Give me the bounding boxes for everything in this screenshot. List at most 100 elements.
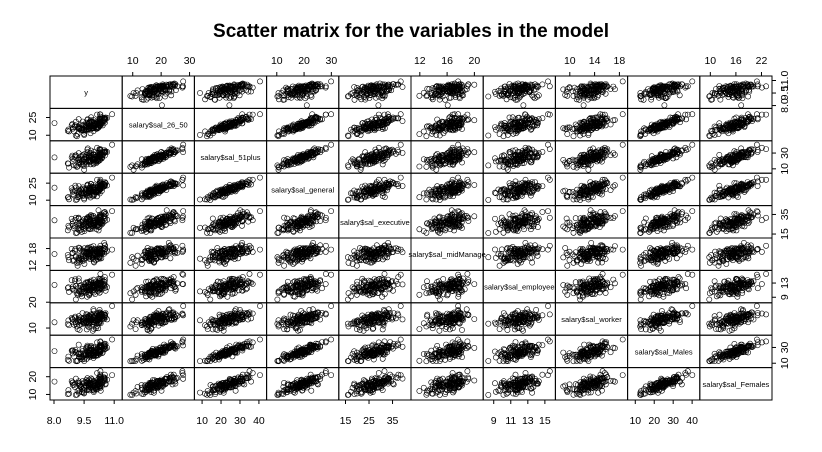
data-point xyxy=(436,92,442,99)
data-point xyxy=(534,93,541,100)
data-point xyxy=(416,163,423,170)
data-point xyxy=(720,90,727,97)
data-point xyxy=(378,87,385,94)
data-point xyxy=(51,120,58,126)
data-point xyxy=(304,87,310,94)
data-point xyxy=(607,187,614,193)
data-point xyxy=(590,88,597,94)
data-point xyxy=(664,93,671,100)
data-point xyxy=(501,83,508,90)
data-point xyxy=(180,83,186,90)
data-point xyxy=(442,96,448,103)
panel-r3-c9 xyxy=(699,172,773,207)
data-point xyxy=(734,93,740,100)
data-point xyxy=(207,93,214,100)
data-point xyxy=(576,96,583,103)
data-point xyxy=(715,131,722,137)
data-point xyxy=(447,86,454,92)
data-point xyxy=(397,141,404,148)
variable-label-y: y xyxy=(84,88,88,97)
data-point xyxy=(569,88,576,95)
data-point xyxy=(717,96,724,103)
data-point xyxy=(389,83,396,90)
data-point xyxy=(151,88,158,94)
data-point xyxy=(109,174,115,181)
data-point xyxy=(376,93,383,100)
data-point xyxy=(328,111,334,118)
data-point xyxy=(720,88,727,95)
data-point xyxy=(735,92,741,99)
data-point xyxy=(357,131,364,138)
panel-r3-c4 xyxy=(338,172,412,207)
data-point xyxy=(156,95,163,101)
data-point xyxy=(295,88,301,94)
data-point xyxy=(416,92,423,99)
variable-label-general: salary$sal_general xyxy=(271,185,334,194)
data-point xyxy=(602,90,609,97)
data-point xyxy=(127,93,134,99)
data-point xyxy=(274,93,281,100)
data-point xyxy=(284,86,291,93)
data-point xyxy=(308,93,315,100)
data-point xyxy=(471,117,478,124)
data-point xyxy=(451,83,457,90)
data-point xyxy=(416,194,423,201)
data-point xyxy=(302,88,308,94)
data-point xyxy=(471,182,478,188)
data-point xyxy=(725,94,732,100)
data-point xyxy=(257,174,263,181)
panel-r0-c8 xyxy=(627,75,701,109)
data-point xyxy=(145,84,152,91)
data-point xyxy=(546,146,553,152)
data-point xyxy=(582,86,588,93)
data-point xyxy=(375,86,381,92)
data-point xyxy=(689,78,696,85)
data-point xyxy=(51,184,58,191)
data-point xyxy=(513,86,520,93)
data-point xyxy=(212,96,218,103)
data-point xyxy=(180,182,186,189)
panel-r0-c0: y xyxy=(49,75,123,109)
data-point xyxy=(249,111,256,118)
panel-r0-c5 xyxy=(410,75,484,109)
data-point xyxy=(689,141,696,148)
data-point xyxy=(239,111,246,118)
data-point xyxy=(597,83,604,90)
data-point xyxy=(197,196,203,203)
panel-r2-c4 xyxy=(338,140,412,174)
panel-r2-c1 xyxy=(121,140,195,174)
data-point xyxy=(423,93,430,99)
data-point xyxy=(564,131,571,137)
data-point xyxy=(424,85,431,92)
data-point xyxy=(638,96,645,103)
panel-r1-c4 xyxy=(338,107,412,142)
data-point xyxy=(109,111,115,118)
data-point xyxy=(144,92,151,98)
data-point xyxy=(498,85,505,92)
data-point xyxy=(612,86,618,93)
data-point xyxy=(51,154,58,161)
data-point xyxy=(763,83,769,90)
variable-label-51plus: salary$sal_51plus xyxy=(200,153,260,162)
panel-r0-c3 xyxy=(266,75,340,109)
data-point xyxy=(654,90,661,96)
data-point xyxy=(736,86,742,92)
data-point xyxy=(361,94,367,100)
panel-r0-c9 xyxy=(699,75,773,109)
data-point xyxy=(226,102,233,109)
data-point xyxy=(546,83,553,90)
data-point xyxy=(303,93,310,100)
data-point xyxy=(214,92,221,98)
data-point xyxy=(610,183,617,190)
data-point xyxy=(160,86,167,92)
data-point xyxy=(345,93,352,99)
data-point xyxy=(562,92,569,98)
data-point xyxy=(322,111,329,118)
data-point xyxy=(443,87,450,94)
data-point xyxy=(619,141,626,148)
data-point xyxy=(637,93,644,99)
data-point xyxy=(143,96,150,103)
data-point xyxy=(661,102,668,109)
data-point xyxy=(485,196,492,203)
